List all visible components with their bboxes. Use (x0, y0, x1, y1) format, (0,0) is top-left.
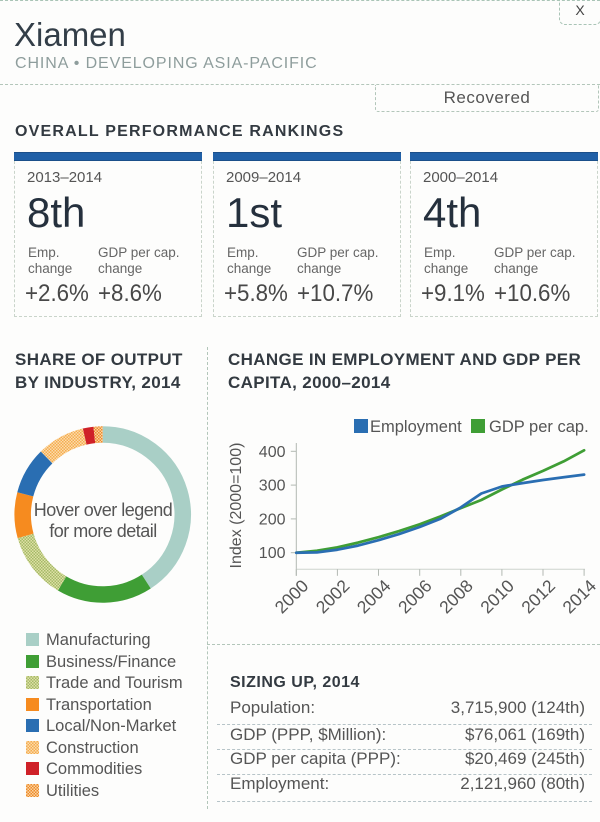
svg-text:2006: 2006 (394, 576, 436, 618)
svg-text:2014: 2014 (558, 576, 600, 618)
svg-text:2008: 2008 (435, 576, 477, 618)
svg-text:2010: 2010 (476, 576, 518, 618)
svg-text:200: 200 (259, 511, 286, 528)
svg-text:2002: 2002 (312, 576, 354, 618)
svg-text:300: 300 (259, 478, 286, 495)
svg-text:400: 400 (259, 444, 286, 461)
svg-text:GDP per cap.: GDP per cap. (489, 418, 589, 436)
svg-text:2000: 2000 (271, 576, 313, 618)
svg-text:Employment: Employment (370, 418, 462, 436)
svg-text:2012: 2012 (517, 576, 559, 618)
svg-text:2004: 2004 (353, 576, 395, 618)
svg-text:Index (2000=100): Index (2000=100) (228, 443, 245, 569)
svg-text:100: 100 (259, 545, 286, 562)
